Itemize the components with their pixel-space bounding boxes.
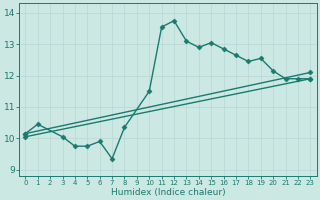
- X-axis label: Humidex (Indice chaleur): Humidex (Indice chaleur): [110, 188, 225, 197]
